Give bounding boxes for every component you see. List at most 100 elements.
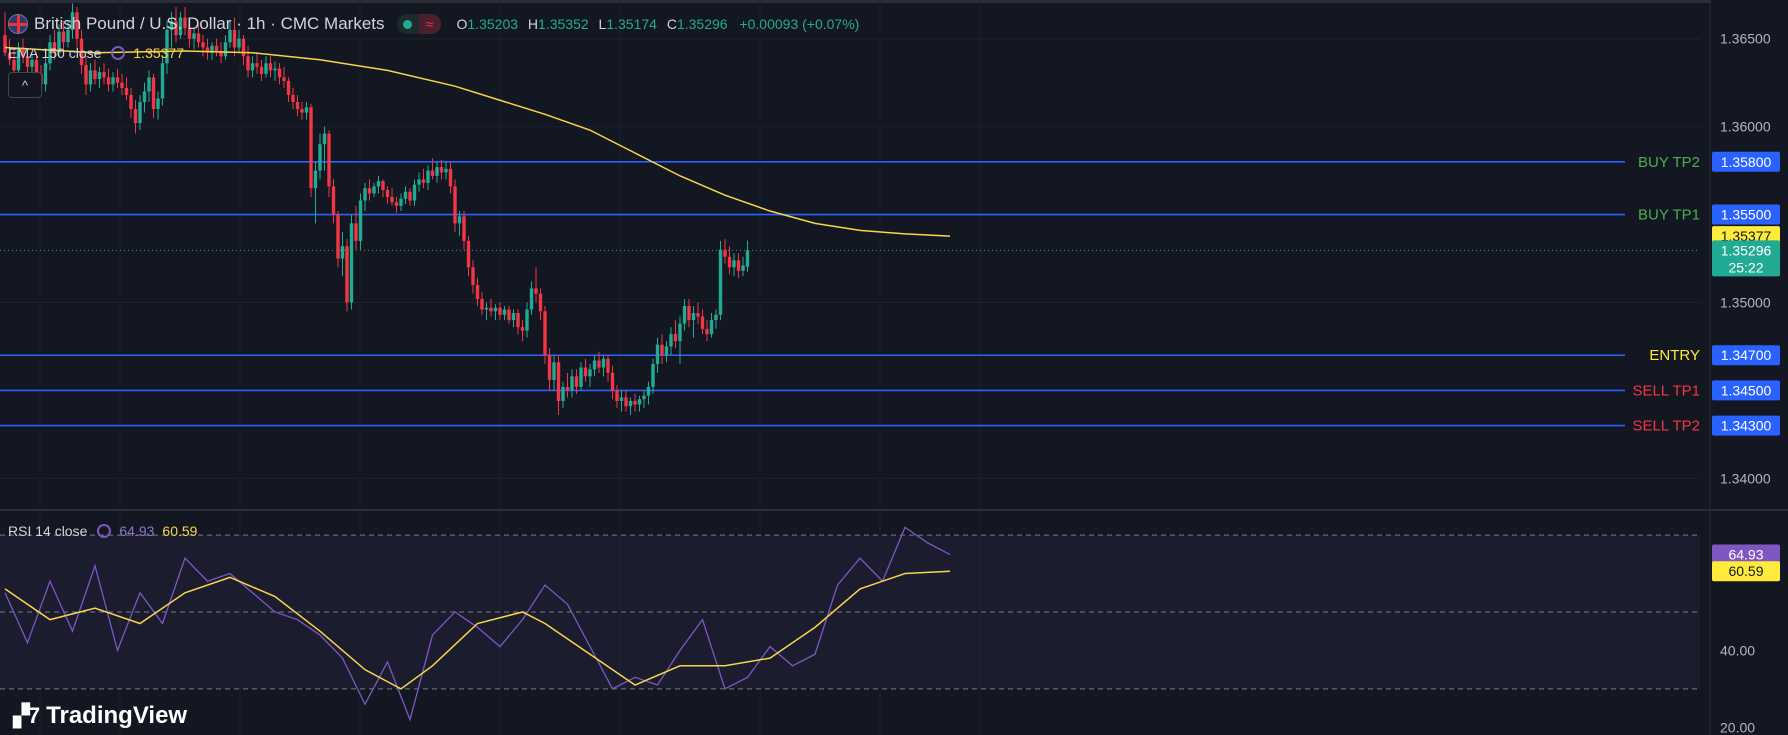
- separator-dot: ·: [231, 14, 247, 33]
- candle-body: [268, 63, 273, 71]
- candle-body: [556, 362, 561, 401]
- candle-body: [327, 133, 331, 187]
- candle-body: [745, 250, 750, 267]
- candle-body: [214, 45, 219, 51]
- candle-body: [228, 29, 232, 43]
- candle-body: [201, 42, 205, 48]
- candle-body: [57, 31, 61, 53]
- price-grid: [0, 38, 1700, 479]
- candle-body: [534, 288, 538, 294]
- candle-body: [538, 293, 543, 312]
- candle-body: [66, 29, 70, 43]
- symbol-header: British Pound / U.S. Dollar · 1h · CMC M…: [8, 11, 859, 37]
- candle-body: [633, 400, 637, 405]
- candle-body: [678, 323, 682, 342]
- level-price-badge-text: 1.35800: [1721, 154, 1772, 170]
- rsi-tick-label: 20.00: [1720, 719, 1755, 735]
- candle-body: [363, 188, 367, 201]
- candle-body: [48, 42, 52, 64]
- candle-body: [700, 316, 705, 329]
- tradingview-logo[interactable]: ▞7 TradingView: [13, 702, 187, 730]
- candle-body: [160, 63, 165, 99]
- candle-body: [286, 80, 291, 95]
- candle-body: [394, 202, 399, 206]
- rsi-legend[interactable]: RSI 14 close 64.93 60.59: [8, 523, 197, 539]
- candle-body: [498, 307, 502, 315]
- candle-body: [142, 91, 147, 102]
- refresh-icon: [97, 524, 112, 538]
- candle-body: [21, 47, 25, 57]
- candle-body: [345, 246, 349, 303]
- rsi-ma-value-badge: [1712, 561, 1780, 582]
- candle-body: [16, 47, 21, 71]
- candle-body: [354, 223, 358, 241]
- candle-body: [475, 284, 480, 299]
- level-price-badge-text: 1.34500: [1721, 382, 1772, 398]
- candle-body: [124, 87, 129, 95]
- candle-body: [682, 306, 687, 324]
- candle-body: [529, 288, 534, 310]
- candle-body: [300, 109, 304, 113]
- candle-body: [723, 249, 727, 257]
- candle-body: [336, 214, 340, 259]
- interval[interactable]: 1h: [246, 14, 266, 33]
- level-price-badge-text: 1.34300: [1721, 418, 1772, 434]
- candle-body: [687, 306, 691, 321]
- bar-countdown: 25:22: [1728, 259, 1763, 275]
- level-label: SELL TP2: [1632, 418, 1700, 435]
- level-label: ENTRY: [1649, 347, 1700, 364]
- candle-body: [385, 189, 390, 197]
- candle-body: [736, 260, 741, 271]
- candle-body: [84, 65, 88, 85]
- candle-body: [210, 45, 214, 53]
- candle-body: [673, 334, 678, 342]
- candle-body: [372, 186, 376, 194]
- candle-body: [417, 179, 421, 185]
- candle-body: [331, 186, 336, 215]
- candle-body: [232, 29, 237, 48]
- candle-body: [192, 33, 196, 39]
- candle-body: [295, 102, 300, 110]
- candle-body: [453, 186, 457, 224]
- level-price-badge: [1712, 380, 1780, 401]
- rsi-legend-value: 64.93: [119, 523, 155, 539]
- ema-line: [4, 46, 951, 237]
- candle-body: [241, 38, 246, 57]
- low-value: 1.35174: [606, 16, 657, 32]
- candle-body: [655, 344, 660, 365]
- candle-body: [615, 390, 619, 401]
- candle-body: [579, 367, 583, 387]
- data-source[interactable]: CMC Markets: [280, 14, 385, 33]
- level-label: SELL TP1: [1632, 382, 1700, 399]
- candle-body: [138, 102, 142, 124]
- candle-body: [30, 59, 34, 67]
- change-value: +0.00093 (+0.07%): [739, 16, 860, 32]
- candle-body: [543, 311, 547, 356]
- ema-legend[interactable]: EMA 150 close 1.35377: [8, 45, 184, 61]
- candle-body: [547, 355, 552, 380]
- symbol-name[interactable]: British Pound / U.S. Dollar: [34, 14, 232, 33]
- candle-body: [219, 51, 223, 57]
- candle-body: [246, 56, 250, 71]
- candle-body: [741, 265, 745, 271]
- candle-body: [156, 98, 160, 110]
- collapse-legend-button[interactable]: ^: [8, 72, 42, 98]
- candle-body: [340, 246, 345, 259]
- market-open-dot-icon: [397, 14, 419, 34]
- candle-body: [421, 179, 426, 183]
- candle-body: [444, 168, 448, 173]
- candle-body: [660, 344, 664, 356]
- candle-body: [255, 63, 259, 67]
- rsi-ma-line: [4, 570, 951, 690]
- level-label: BUY TP2: [1638, 154, 1700, 171]
- candle-body: [606, 358, 610, 373]
- market-status-pill[interactable]: ≈: [396, 14, 441, 34]
- candle-body: [93, 70, 97, 80]
- price-axis[interactable]: 1.36500 1.36000 1.35000 1.34000 40.00 20.00 1.…: [1711, 0, 1788, 735]
- last-price-badge-text: 1.35296: [1721, 242, 1772, 258]
- open-label: O: [456, 16, 468, 32]
- candle-body: [129, 94, 133, 110]
- candle-body: [61, 31, 66, 43]
- candlestick-series: [3, 3, 750, 416]
